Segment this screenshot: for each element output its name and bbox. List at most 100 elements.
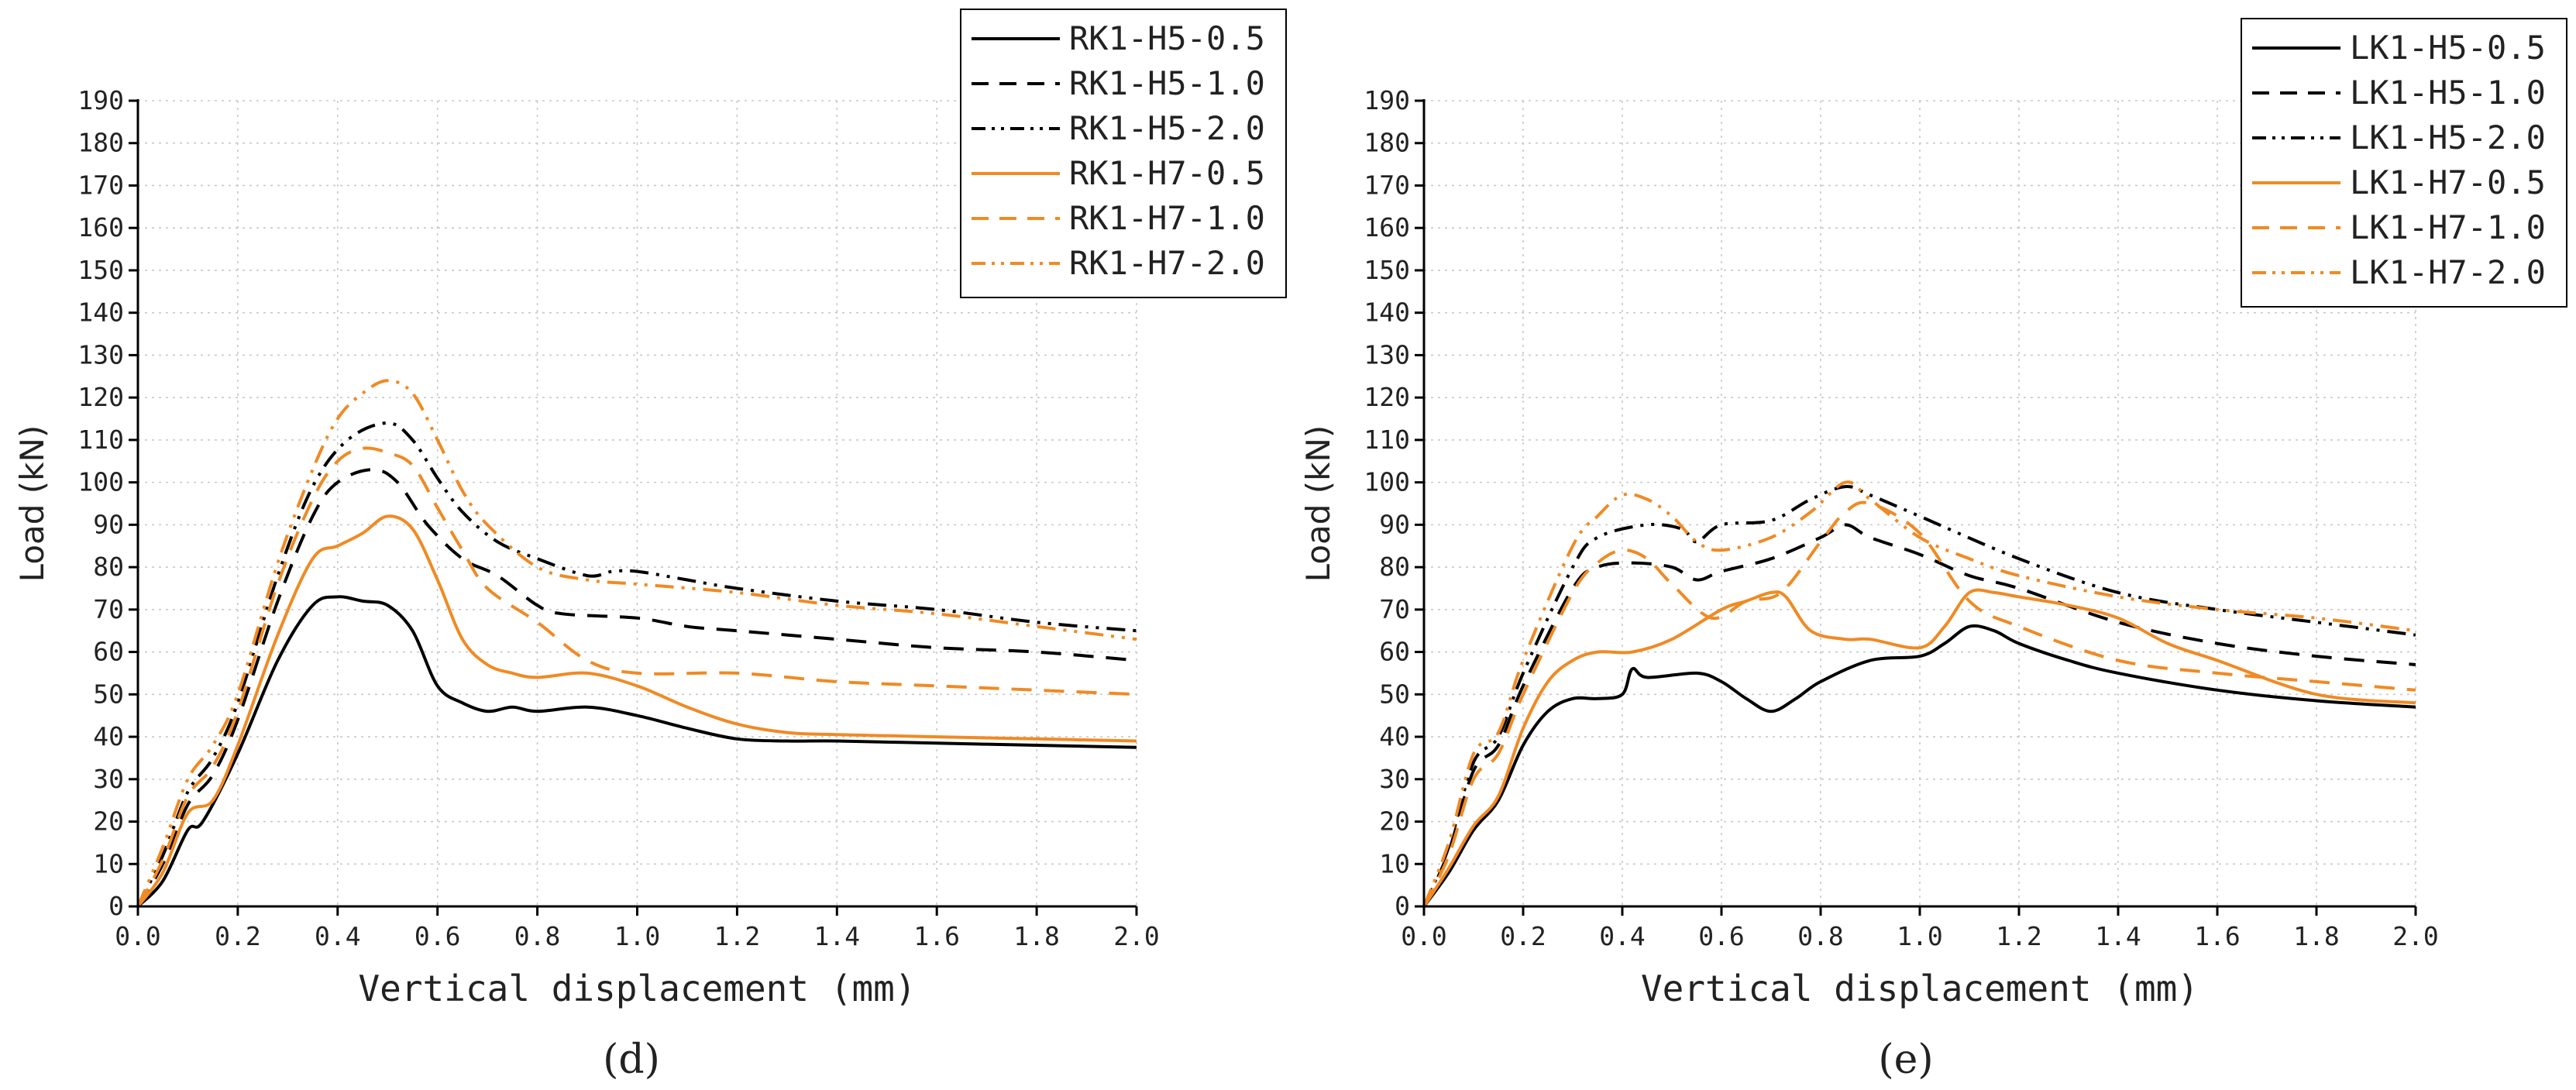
- y-axis-label: Load (kN): [1299, 425, 1337, 583]
- y-tick-label: 20: [93, 806, 124, 837]
- legend-label: LK1-H5-2.0: [2350, 119, 2546, 156]
- series-line-rk1-h5-2.0: [136, 421, 1137, 907]
- x-tick-label: 0.8: [514, 921, 561, 951]
- legend: RK1-H5-0.5 RK1-H5-1.0 RK1-H5-2.0 RK1-H7-0.5…: [960, 9, 1287, 298]
- legend-label: RK1-H5-0.5: [1069, 19, 1265, 57]
- series-group: [1422, 480, 2416, 908]
- y-tick-label: 40: [93, 721, 124, 751]
- y-tick-label: 60: [1379, 637, 1410, 667]
- y-tick-label: 150: [77, 255, 124, 285]
- panel-caption: (d): [603, 1037, 660, 1083]
- legend-label: RK1-H5-2.0: [1069, 109, 1265, 147]
- x-tick-label: 0.6: [1698, 921, 1745, 951]
- x-tick-label: 2.0: [1113, 921, 1160, 951]
- legend: LK1-H5-0.5 LK1-H5-1.0 LK1-H5-2.0 LK1-H7-0.5…: [2241, 18, 2567, 308]
- y-tick-label: 180: [1364, 128, 1410, 158]
- series-line-lk1-h5-1.0: [1422, 523, 2416, 907]
- y-tick-label: 60: [93, 637, 124, 667]
- y-tick-label: 100: [77, 467, 124, 497]
- chart-panel-e: 0 10 20 30 40 50 60 70 80 90 100 110 120 130 140 150 160…: [1299, 18, 2567, 1083]
- y-tick-label: 180: [77, 128, 124, 158]
- y-tick-label: 140: [77, 297, 124, 328]
- y-axis-label: Load (kN): [13, 425, 51, 583]
- y-tick-label: 120: [77, 382, 124, 412]
- y-tick-label: 110: [77, 425, 124, 455]
- legend-label: LK1-H7-2.0: [2350, 253, 2546, 291]
- x-tick-label: 1.2: [714, 921, 761, 951]
- y-tick-label: 90: [1379, 509, 1410, 539]
- series-line-lk1-h7-2.0: [1422, 480, 2416, 907]
- y-tick-label: 190: [1364, 85, 1410, 115]
- x-tick-label: 1.6: [2194, 921, 2241, 951]
- y-tick-label: 0: [1395, 891, 1410, 921]
- y-tick-label: 130: [77, 339, 124, 370]
- y-tick-label: 80: [1379, 552, 1410, 582]
- y-tick-label: 160: [1364, 212, 1410, 242]
- x-tick-label: 1.4: [2095, 921, 2141, 951]
- series-line-lk1-h7-1.0: [1422, 500, 2416, 907]
- x-axis-label: Vertical displacement (mm): [358, 968, 916, 1009]
- legend-box: [960, 9, 1287, 298]
- x-tick-label: 0.8: [1797, 921, 1844, 951]
- y-tick-label: 160: [77, 212, 124, 242]
- chart-panel-d: 0 10 20 30 40 50 60 70 80 90 100 110 120 130 140 150 160…: [13, 9, 1287, 1083]
- x-tick-label: 1.8: [2293, 921, 2340, 951]
- legend-label: RK1-H5-1.0: [1069, 64, 1265, 102]
- y-tick-label: 40: [1379, 721, 1410, 751]
- y-tick-label: 10: [1379, 848, 1410, 879]
- series-line-lk1-h7-0.5: [1422, 588, 2416, 908]
- x-tick-label: 1.0: [614, 921, 661, 951]
- legend-label: RK1-H7-0.5: [1069, 154, 1265, 192]
- y-tick-label: 140: [1364, 297, 1410, 328]
- x-tick-label: 1.6: [913, 921, 960, 951]
- legend-label: LK1-H5-1.0: [2350, 74, 2546, 112]
- series-line-rk1-h5-0.5: [136, 595, 1137, 908]
- panel-caption: (e): [1878, 1037, 1933, 1083]
- y-tick-label: 190: [77, 85, 124, 115]
- series-group: [136, 379, 1137, 908]
- legend-box: [2241, 18, 2567, 308]
- legend-label: LK1-H5-0.5: [2350, 29, 2546, 67]
- legend-label: RK1-H7-2.0: [1069, 244, 1265, 282]
- x-tick-label: 0.6: [414, 921, 461, 951]
- x-tick-label: 0.2: [1500, 921, 1546, 951]
- series-line-rk1-h7-2.0: [136, 379, 1137, 907]
- legend-label: RK1-H7-1.0: [1069, 199, 1265, 237]
- y-tick-label: 90: [93, 509, 124, 539]
- series-line-rk1-h7-1.0: [136, 446, 1137, 907]
- grid-lines: [1424, 100, 2416, 906]
- y-tick-label: 20: [1379, 806, 1410, 837]
- y-tick-label: 170: [77, 170, 124, 200]
- x-tick-label: 0.4: [1599, 921, 1646, 951]
- series-line-lk1-h5-0.5: [1422, 624, 2416, 908]
- x-tick-label: 1.0: [1897, 921, 1943, 951]
- x-tick-label: 0.2: [215, 921, 261, 951]
- y-tick-label: 50: [93, 679, 124, 709]
- y-tick-label: 70: [93, 594, 124, 624]
- y-tick-label: 0: [108, 891, 124, 921]
- y-tick-label: 150: [1364, 255, 1410, 285]
- x-tick-label: 1.4: [813, 921, 860, 951]
- y-tick-label: 30: [93, 764, 124, 794]
- y-tick-label: 70: [1379, 594, 1410, 624]
- y-tick-label: 170: [1364, 170, 1410, 200]
- y-tick-label: 50: [1379, 679, 1410, 709]
- series-line-rk1-h7-0.5: [136, 514, 1137, 908]
- y-tick-label: 110: [1364, 425, 1410, 455]
- y-tick-label: 100: [1364, 467, 1410, 497]
- x-tick-label: 2.0: [2392, 921, 2439, 951]
- legend-label: LK1-H7-0.5: [2350, 163, 2546, 201]
- x-tick-label: 0.0: [115, 921, 161, 951]
- series-line-rk1-h5-1.0: [136, 468, 1137, 908]
- y-tick-label: 80: [93, 552, 124, 582]
- x-tick-label: 1.8: [1013, 921, 1060, 951]
- y-tick-label: 120: [1364, 382, 1410, 412]
- y-tick-label: 30: [1379, 764, 1410, 794]
- x-axis-label: Vertical displacement (mm): [1641, 968, 2199, 1009]
- x-tick-label: 0.4: [315, 921, 361, 951]
- legend-label: LK1-H7-1.0: [2350, 208, 2546, 246]
- x-tick-label: 1.2: [1996, 921, 2042, 951]
- y-tick-label: 130: [1364, 339, 1410, 370]
- y-tick-label: 10: [93, 848, 124, 879]
